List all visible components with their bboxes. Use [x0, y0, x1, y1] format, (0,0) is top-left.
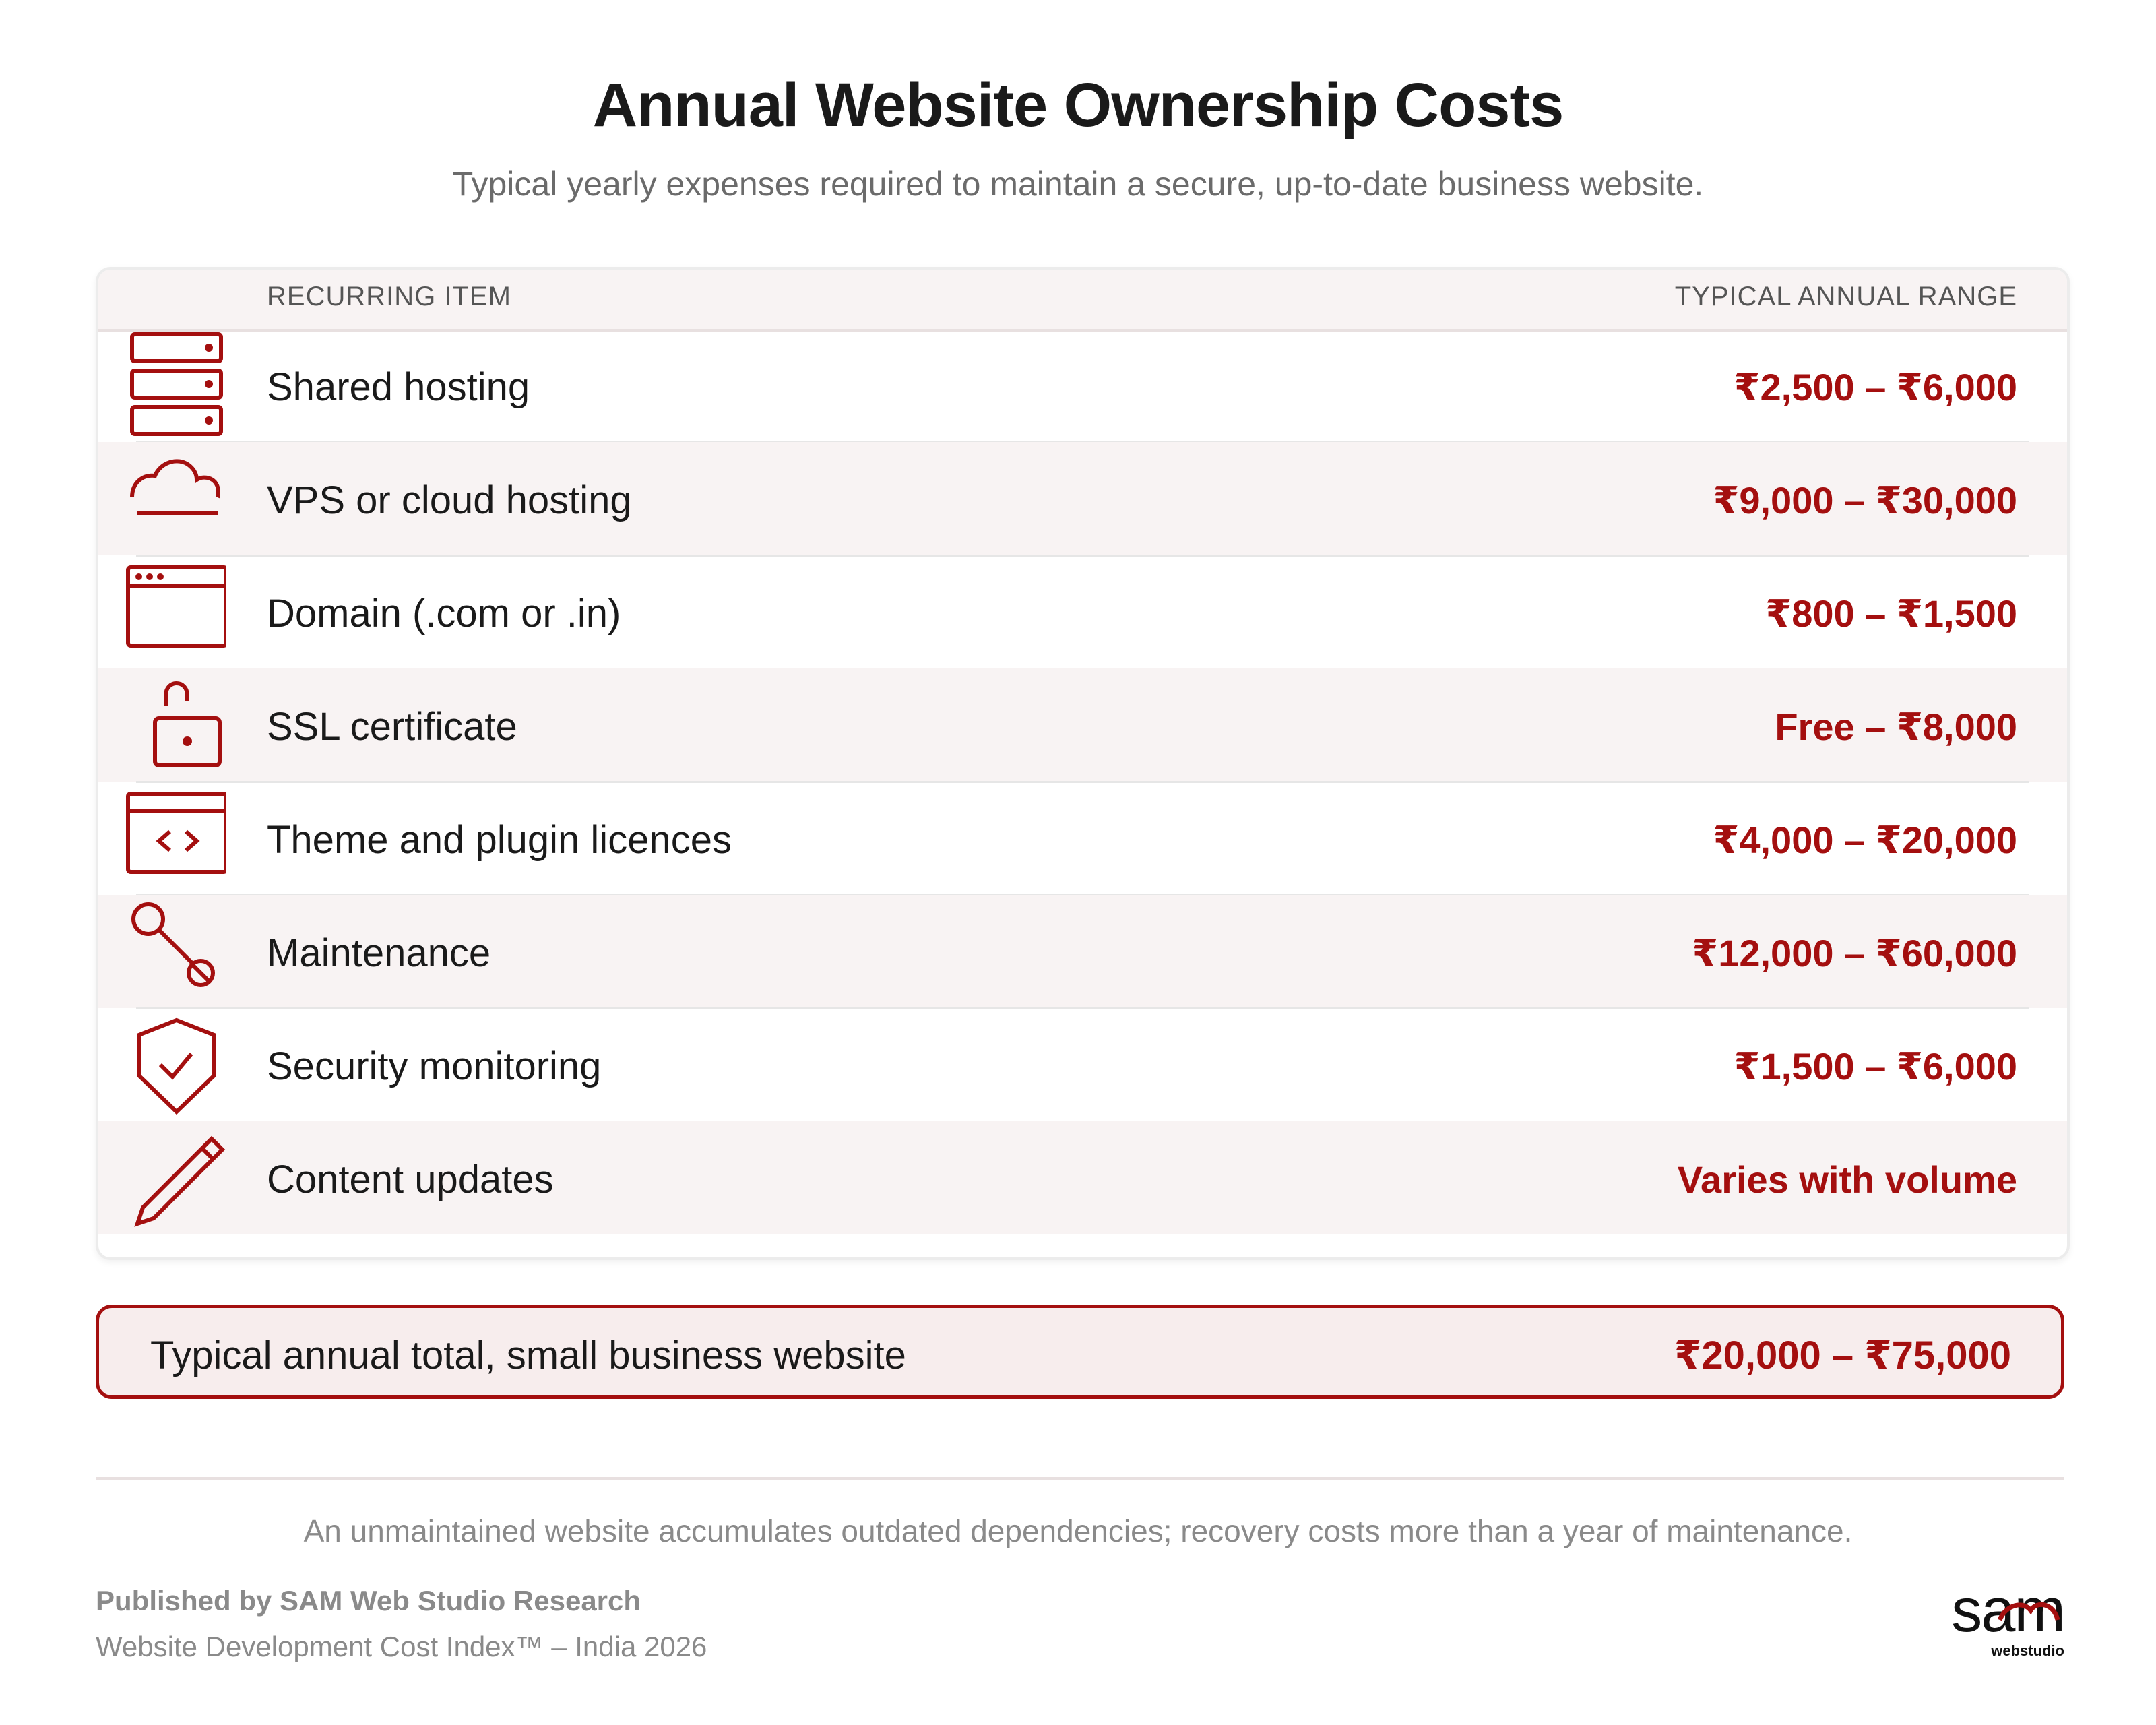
- publisher-credit: Published by SAM Web Studio Research: [96, 1585, 641, 1617]
- row-value: Free – ₹8,000: [1775, 705, 2017, 748]
- row-label: Domain (.com or .in): [267, 592, 621, 635]
- row-divider: [136, 555, 2029, 557]
- server-icon: [119, 332, 226, 439]
- logo-subtext: webstudio: [1991, 1642, 2064, 1659]
- row-value: ₹1,500 – ₹6,000: [1734, 1045, 2017, 1088]
- pencil-icon: [119, 1124, 226, 1232]
- row-label: SSL certificate: [267, 705, 517, 749]
- lock-icon: [119, 671, 226, 779]
- row-label: VPS or cloud hosting: [267, 478, 632, 522]
- logo-accent-icon: [1997, 1602, 2060, 1621]
- table-row: Maintenance ₹12,000 – ₹60,000: [98, 895, 2067, 1009]
- cost-table: RECURRING ITEM TYPICAL ANNUAL RANGE Shar…: [96, 267, 2070, 1260]
- table-row: Content updates Varies with volume: [98, 1121, 2067, 1234]
- code-window-icon: [119, 784, 228, 892]
- table-row: Theme and plugin licences ₹4,000 – ₹20,0…: [98, 782, 2067, 896]
- row-label: Maintenance: [267, 931, 491, 975]
- row-label: Security monitoring: [267, 1044, 602, 1088]
- row-value: Varies with volume: [1677, 1158, 2017, 1201]
- table-row: Shared hosting ₹2,500 – ₹6,000: [98, 329, 2067, 443]
- row-label: Content updates: [267, 1158, 554, 1201]
- column-header-item: RECURRING ITEM: [267, 282, 511, 311]
- table-header: RECURRING ITEM TYPICAL ANNUAL RANGE: [98, 270, 2067, 332]
- brand-logo: sam webstudio: [1903, 1577, 2066, 1664]
- row-value: ₹800 – ₹1,500: [1765, 592, 2017, 635]
- row-label: Theme and plugin licences: [267, 818, 732, 862]
- page-title: Annual Website Ownership Costs: [592, 71, 1564, 139]
- table-row: Security monitoring ₹1,500 – ₹6,000: [98, 1008, 2067, 1123]
- table-row: VPS or cloud hosting ₹9,000 – ₹30,000: [98, 442, 2067, 557]
- table-row: Domain (.com or .in) ₹800 – ₹1,500: [98, 555, 2067, 670]
- table-row: SSL certificate Free – ₹8,000: [98, 668, 2067, 783]
- row-value: ₹4,000 – ₹20,000: [1713, 819, 2017, 861]
- browser-window-icon: [119, 558, 228, 666]
- footer-note: An unmaintained website accumulates outd…: [303, 1513, 1853, 1548]
- row-value: ₹12,000 – ₹60,000: [1692, 932, 2017, 974]
- row-value: ₹9,000 – ₹30,000: [1713, 479, 2017, 522]
- row-value: ₹2,500 – ₹6,000: [1734, 366, 2017, 408]
- cloud-icon: [119, 445, 226, 553]
- row-label: Shared hosting: [267, 365, 530, 409]
- total-summary: Typical annual total, small business web…: [96, 1305, 2064, 1399]
- total-label: Typical annual total, small business web…: [150, 1334, 906, 1377]
- total-value: ₹20,000 – ₹75,000: [1674, 1334, 2011, 1377]
- wrench-icon: [119, 898, 226, 1005]
- shield-check-icon: [119, 1011, 226, 1119]
- page-subtitle: Typical yearly expenses required to main…: [452, 165, 1704, 203]
- index-credit: Website Development Cost Index™ – India …: [96, 1631, 707, 1662]
- column-header-range: TYPICAL ANNUAL RANGE: [1674, 282, 2017, 311]
- row-divider: [136, 1007, 2029, 1009]
- footer-divider: [96, 1477, 2064, 1480]
- row-divider: [136, 781, 2029, 783]
